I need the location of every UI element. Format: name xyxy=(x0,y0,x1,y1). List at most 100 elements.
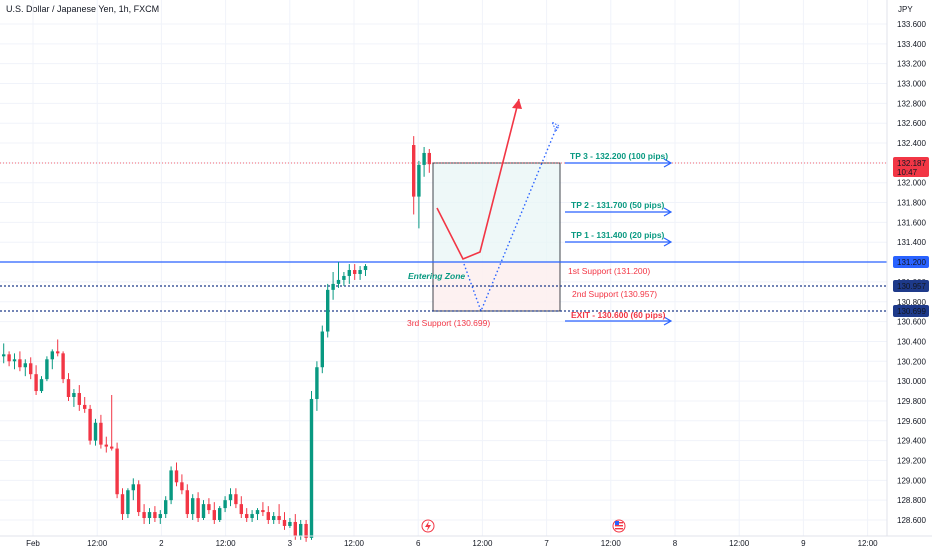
price-label-badge xyxy=(893,256,929,268)
candle xyxy=(358,266,362,280)
y-tick-label: 133.200 xyxy=(897,60,926,69)
candle-body xyxy=(422,152,426,165)
y-tick-label: 130.400 xyxy=(897,337,926,346)
candle xyxy=(309,391,314,540)
candle xyxy=(304,520,308,542)
x-tick-label: 7 xyxy=(544,539,549,548)
candle xyxy=(255,508,260,520)
candle xyxy=(137,480,141,517)
candle xyxy=(104,436,108,453)
candle xyxy=(77,385,81,411)
candle-body xyxy=(196,498,200,519)
candle xyxy=(234,488,238,509)
candle-body xyxy=(56,351,60,354)
candle-body xyxy=(142,512,146,519)
candle xyxy=(196,492,200,522)
us-flag-event-icon[interactable] xyxy=(612,519,626,533)
annotations: TP 3 - 132.200 (100 pips) TP 2 - 131.700… xyxy=(407,98,673,328)
candle xyxy=(174,462,179,487)
candle-body xyxy=(228,494,233,501)
exit-arrowhead xyxy=(663,316,673,326)
candle-body xyxy=(417,164,421,197)
candle-body xyxy=(282,520,287,526)
candle xyxy=(23,359,27,377)
last-price-countdown: 10:47 xyxy=(897,168,918,177)
y-tick-label: 133.400 xyxy=(897,40,926,49)
candle xyxy=(331,272,335,300)
candle-body xyxy=(212,510,216,520)
support3-label: 3rd Support (130.699) xyxy=(407,318,490,328)
y-tick-label: 130.000 xyxy=(897,377,926,386)
candle xyxy=(56,339,60,357)
candle-body xyxy=(245,514,249,519)
candle-body xyxy=(29,363,33,375)
y-tick-label: 132.400 xyxy=(897,139,926,148)
candle-body xyxy=(93,422,98,441)
y-tick-label: 133.600 xyxy=(897,20,926,29)
candle-body xyxy=(45,359,49,380)
candle-body xyxy=(158,514,162,519)
candle-body xyxy=(131,484,135,491)
candle-body xyxy=(39,379,44,392)
y-tick-label: 133.000 xyxy=(897,80,926,89)
exit-label: EXIT - 130.600 (60 pips) xyxy=(571,310,666,320)
candle xyxy=(342,272,346,286)
candle xyxy=(66,373,71,401)
candle-body xyxy=(137,484,141,513)
candle-body xyxy=(293,521,297,536)
y-tick-label: 131.800 xyxy=(897,199,926,208)
candle-body xyxy=(342,275,346,280)
candle-body xyxy=(320,331,324,368)
y-axis-currency: JPY xyxy=(898,5,913,14)
entering-zone-label: Entering Zone xyxy=(408,271,465,281)
candle xyxy=(142,504,146,524)
lightning-event-icon[interactable] xyxy=(421,519,435,533)
candle-body xyxy=(304,523,308,538)
candle xyxy=(115,442,119,499)
candle xyxy=(422,147,426,177)
y-tick-label: 129.000 xyxy=(897,476,926,485)
tp2-arrowhead xyxy=(663,207,673,217)
candle xyxy=(50,349,54,370)
red-arrowhead xyxy=(512,99,522,109)
candle-body xyxy=(120,494,125,515)
candle xyxy=(228,488,233,507)
candle-body xyxy=(412,145,416,197)
price-label-value: 131.200 xyxy=(897,258,926,267)
candles xyxy=(2,136,431,542)
x-tick-label: 2 xyxy=(159,539,164,548)
x-tick-label: 12:00 xyxy=(729,539,750,548)
x-tick-label: 3 xyxy=(288,539,293,548)
candle-body xyxy=(331,283,335,290)
candle-body xyxy=(153,512,157,519)
candle xyxy=(272,512,276,524)
x-tick-label: 12:00 xyxy=(472,539,493,548)
candle-body xyxy=(104,444,108,447)
candle-body xyxy=(347,270,351,276)
candle xyxy=(277,504,281,524)
x-tick-label: 9 xyxy=(801,539,806,548)
y-tick-label: 129.200 xyxy=(897,456,926,465)
candle-body xyxy=(169,470,173,501)
candle-body xyxy=(218,508,222,520)
candle xyxy=(239,496,243,519)
candle-body xyxy=(174,470,179,483)
x-tick-label: 12:00 xyxy=(344,539,365,548)
candle-body xyxy=(277,516,281,520)
candle-body xyxy=(261,510,265,513)
candle-body xyxy=(336,279,341,284)
candle-body xyxy=(353,270,357,274)
x-axis[interactable]: Feb 12:00 2 12:00 3 12:00 6 12:00 7 12:00 8 12:00 9 1… xyxy=(0,535,932,548)
x-tick-label: 12:00 xyxy=(216,539,237,548)
candle xyxy=(218,506,222,522)
candle xyxy=(363,264,368,276)
price-label-value: 130.957 xyxy=(897,282,926,291)
candle-body xyxy=(180,482,184,491)
candle xyxy=(131,478,135,501)
candle-body xyxy=(34,374,38,392)
candle xyxy=(412,136,416,215)
candle xyxy=(207,498,211,515)
y-tick-label: 132.600 xyxy=(897,119,926,128)
candle-body xyxy=(299,523,303,536)
